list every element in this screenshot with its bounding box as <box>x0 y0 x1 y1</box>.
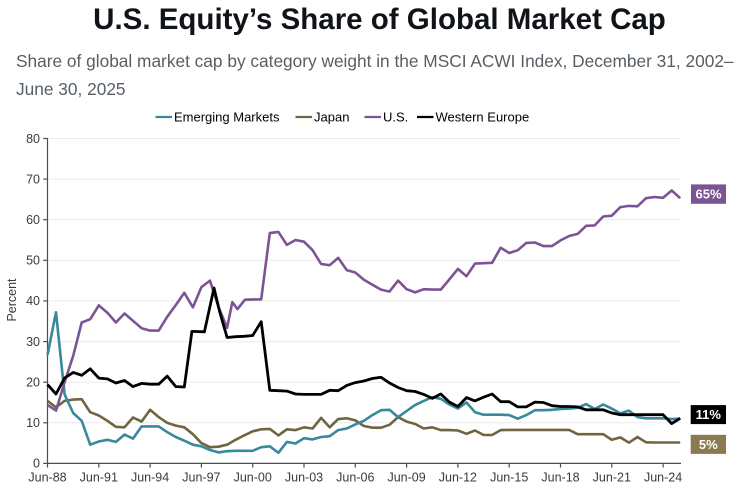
svg-text:Jun-06: Jun-06 <box>336 471 374 485</box>
svg-text:50: 50 <box>26 254 40 268</box>
svg-text:11%: 11% <box>696 407 722 422</box>
svg-text:Jun-24: Jun-24 <box>644 471 682 485</box>
svg-text:10: 10 <box>26 416 40 430</box>
svg-text:Jun-97: Jun-97 <box>182 471 220 485</box>
svg-text:5%: 5% <box>699 437 718 452</box>
svg-text:U.S.: U.S. <box>383 109 408 124</box>
svg-text:80: 80 <box>26 132 40 146</box>
svg-text:30: 30 <box>26 335 40 349</box>
svg-text:Percent: Percent <box>5 278 19 322</box>
svg-text:Jun-18: Jun-18 <box>541 471 579 485</box>
svg-text:20: 20 <box>26 376 40 390</box>
svg-text:Jun-03: Jun-03 <box>285 471 323 485</box>
svg-text:Emerging Markets: Emerging Markets <box>174 109 280 124</box>
svg-text:Jun-15: Jun-15 <box>490 471 528 485</box>
svg-text:Japan: Japan <box>314 109 349 124</box>
svg-text:Jun-94: Jun-94 <box>131 471 169 485</box>
svg-text:40: 40 <box>26 294 40 308</box>
svg-text:Jun-09: Jun-09 <box>387 471 425 485</box>
svg-text:Jun-88: Jun-88 <box>28 471 66 485</box>
svg-text:Western Europe: Western Europe <box>436 109 530 124</box>
svg-text:Jun-21: Jun-21 <box>593 471 631 485</box>
svg-text:Jun-91: Jun-91 <box>80 471 118 485</box>
svg-text:70: 70 <box>26 172 40 186</box>
svg-text:60: 60 <box>26 213 40 227</box>
svg-text:65%: 65% <box>695 187 721 202</box>
svg-text:0: 0 <box>33 457 40 471</box>
svg-text:Jun-00: Jun-00 <box>234 471 272 485</box>
svg-text:Jun-12: Jun-12 <box>439 471 477 485</box>
